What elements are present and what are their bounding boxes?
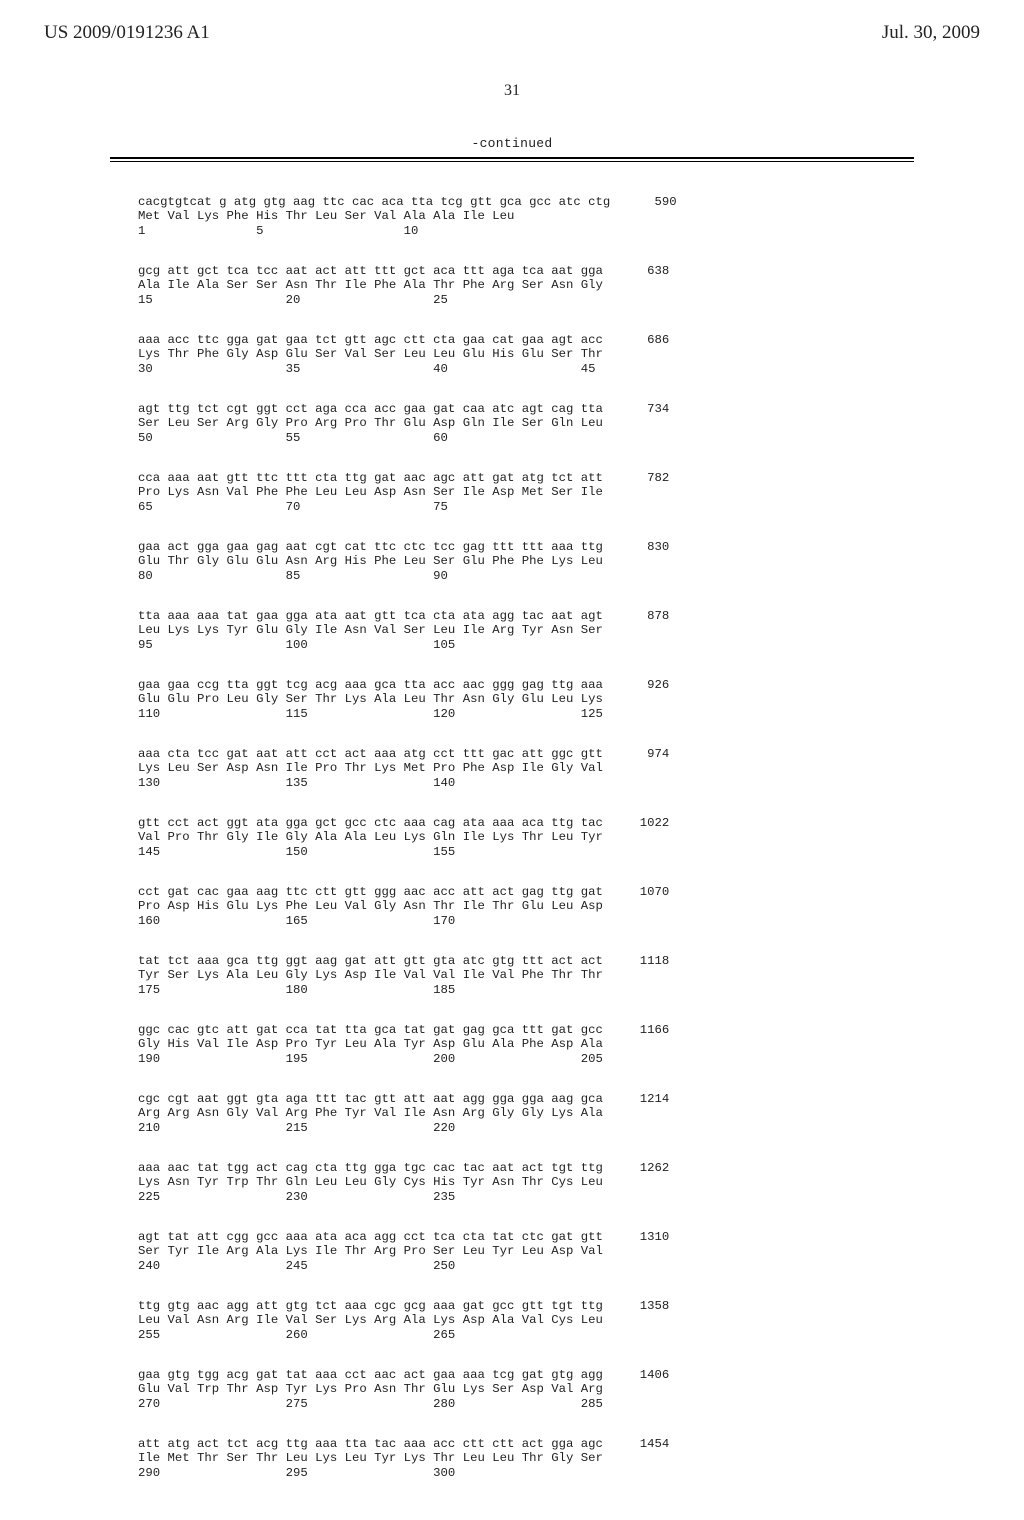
seq-block: gtt cct act ggt ata gga gct gcc ctc aaa … (138, 816, 1024, 860)
num-line: 65 70 75 (138, 500, 448, 514)
num-line: 80 85 90 (138, 569, 448, 583)
nt-line: agt ttg tct cgt ggt cct aga cca acc gaa … (138, 402, 669, 416)
publication-date: Jul. 30, 2009 (882, 22, 980, 44)
publication-number: US 2009/0191236 A1 (44, 22, 210, 44)
nt-line: agt tat att cgg gcc aaa ata aca agg cct … (138, 1230, 669, 1244)
seq-block: aaa cta tcc gat aat att cct act aaa atg … (138, 747, 1024, 791)
nt-line: tat tct aaa gca ttg ggt aag gat att gtt … (138, 954, 669, 968)
aa-line: Lys Asn Tyr Trp Thr Gln Leu Leu Gly Cys … (138, 1175, 603, 1189)
aa-line: Glu Glu Pro Leu Gly Ser Thr Lys Ala Leu … (138, 692, 603, 706)
aa-line: Pro Asp His Glu Lys Phe Leu Val Gly Asn … (138, 899, 603, 913)
num-line: 290 295 300 (138, 1466, 455, 1480)
nt-line: tta aaa aaa tat gaa gga ata aat gtt tca … (138, 609, 669, 623)
aa-line: Leu Val Asn Arg Ile Val Ser Lys Arg Ala … (138, 1313, 603, 1327)
seq-block: aaa acc ttc gga gat gaa tct gtt agc ctt … (138, 333, 1024, 377)
aa-line: Gly His Val Ile Asp Pro Tyr Leu Ala Tyr … (138, 1037, 603, 1051)
rule-bottom (110, 161, 914, 162)
page-header: US 2009/0191236 A1 Jul. 30, 2009 (0, 0, 1024, 44)
num-line: 240 245 250 (138, 1259, 455, 1273)
seq-block: ggc cac gtc att gat cca tat tta gca tat … (138, 1023, 1024, 1067)
page: US 2009/0191236 A1 Jul. 30, 2009 31 -con… (0, 0, 1024, 1320)
nt-line: gaa act gga gaa gag aat cgt cat ttc ctc … (138, 540, 669, 554)
num-line: 270 275 280 285 (138, 1397, 603, 1411)
num-line: 15 20 25 (138, 293, 448, 307)
nt-line: ggc cac gtc att gat cca tat tta gca tat … (138, 1023, 669, 1037)
seq-block: tat tct aaa gca ttg ggt aag gat att gtt … (138, 954, 1024, 998)
seq-block: aaa aac tat tgg act cag cta ttg gga tgc … (138, 1161, 1024, 1205)
num-line: 1 5 10 (138, 224, 418, 238)
nt-line: aaa cta tcc gat aat att cct act aaa atg … (138, 747, 669, 761)
seq-block: cacgtgtcat g atg gtg aag ttc cac aca tta… (138, 195, 1024, 239)
seq-block: agt ttg tct cgt ggt cct aga cca acc gaa … (138, 402, 1024, 446)
num-line: 95 100 105 (138, 638, 455, 652)
aa-line: Pro Lys Asn Val Phe Phe Leu Leu Asp Asn … (138, 485, 603, 499)
seq-block: cgc cgt aat ggt gta aga ttt tac gtt att … (138, 1092, 1024, 1136)
nt-line: aaa aac tat tgg act cag cta ttg gga tgc … (138, 1161, 669, 1175)
nt-line: cacgtgtcat g atg gtg aag ttc cac aca tta… (138, 195, 677, 209)
nt-line: aaa acc ttc gga gat gaa tct gtt agc ctt … (138, 333, 669, 347)
nt-line: gaa gtg tgg acg gat tat aaa cct aac act … (138, 1368, 669, 1382)
num-line: 175 180 185 (138, 983, 455, 997)
aa-line: Ile Met Thr Ser Thr Leu Lys Leu Tyr Lys … (138, 1451, 603, 1465)
page-number: 31 (0, 82, 1024, 100)
seq-block: gaa gaa ccg tta ggt tcg acg aaa gca tta … (138, 678, 1024, 722)
num-line: 130 135 140 (138, 776, 455, 790)
nt-line: gtt cct act ggt ata gga gct gcc ctc aaa … (138, 816, 669, 830)
nt-line: cca aaa aat gtt ttc ttt cta ttg gat aac … (138, 471, 669, 485)
num-line: 190 195 200 205 (138, 1052, 603, 1066)
seq-block: att atg act tct acg ttg aaa tta tac aaa … (138, 1437, 1024, 1481)
seq-block: cct gat cac gaa aag ttc ctt gtt ggg aac … (138, 885, 1024, 929)
nt-line: cct gat cac gaa aag ttc ctt gtt ggg aac … (138, 885, 669, 899)
nt-line: gcg att gct tca tcc aat act att ttt gct … (138, 264, 669, 278)
aa-line: Arg Arg Asn Gly Val Arg Phe Tyr Val Ile … (138, 1106, 603, 1120)
num-line: 110 115 120 125 (138, 707, 603, 721)
aa-line: Lys Leu Ser Asp Asn Ile Pro Thr Lys Met … (138, 761, 603, 775)
aa-line: Glu Val Trp Thr Asp Tyr Lys Pro Asn Thr … (138, 1382, 603, 1396)
nt-line: att atg act tct acg ttg aaa tta tac aaa … (138, 1437, 669, 1451)
nt-line: ttg gtg aac agg att gtg tct aaa cgc gcg … (138, 1299, 669, 1313)
seq-block: gaa act gga gaa gag aat cgt cat ttc ctc … (138, 540, 1024, 584)
aa-line: Ala Ile Ala Ser Ser Asn Thr Ile Phe Ala … (138, 278, 603, 292)
aa-line: Ser Tyr Ile Arg Ala Lys Ile Thr Arg Pro … (138, 1244, 603, 1258)
sequence-listing: cacgtgtcat g atg gtg aag ttc cac aca tta… (138, 180, 1024, 1520)
seq-block: gaa gtg tgg acg gat tat aaa cct aac act … (138, 1368, 1024, 1412)
num-line: 210 215 220 (138, 1121, 455, 1135)
aa-line: Lys Thr Phe Gly Asp Glu Ser Val Ser Leu … (138, 347, 603, 361)
aa-line: Leu Lys Lys Tyr Glu Gly Ile Asn Val Ser … (138, 623, 603, 637)
num-line: 225 230 235 (138, 1190, 455, 1204)
num-line: 160 165 170 (138, 914, 455, 928)
seq-block: agt tat att cgg gcc aaa ata aca agg cct … (138, 1230, 1024, 1274)
num-line: 50 55 60 (138, 431, 448, 445)
rule-top (110, 157, 914, 159)
aa-line: Ser Leu Ser Arg Gly Pro Arg Pro Thr Glu … (138, 416, 603, 430)
aa-line: Tyr Ser Lys Ala Leu Gly Lys Asp Ile Val … (138, 968, 603, 982)
aa-line: Val Pro Thr Gly Ile Gly Ala Ala Leu Lys … (138, 830, 603, 844)
aa-line: Glu Thr Gly Glu Glu Asn Arg His Phe Leu … (138, 554, 603, 568)
num-line: 30 35 40 45 (138, 362, 596, 376)
aa-line: Met Val Lys Phe His Thr Leu Ser Val Ala … (138, 209, 514, 223)
continued-label: -continued (0, 136, 1024, 151)
nt-line: gaa gaa ccg tta ggt tcg acg aaa gca tta … (138, 678, 669, 692)
nt-line: cgc cgt aat ggt gta aga ttt tac gtt att … (138, 1092, 669, 1106)
num-line: 255 260 265 (138, 1328, 455, 1342)
seq-block: ttg gtg aac agg att gtg tct aaa cgc gcg … (138, 1299, 1024, 1343)
seq-block: gcg att gct tca tcc aat act att ttt gct … (138, 264, 1024, 308)
num-line: 145 150 155 (138, 845, 455, 859)
seq-block: tta aaa aaa tat gaa gga ata aat gtt tca … (138, 609, 1024, 653)
seq-block: cca aaa aat gtt ttc ttt cta ttg gat aac … (138, 471, 1024, 515)
